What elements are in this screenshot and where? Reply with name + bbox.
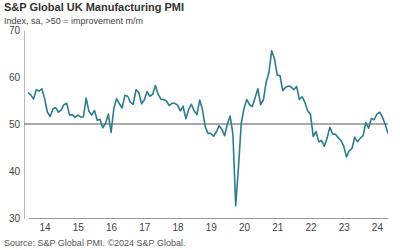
y-tick-label: 70 bbox=[9, 25, 21, 36]
y-tick: 70 bbox=[9, 25, 24, 36]
x-tick-label: 17 bbox=[139, 222, 151, 233]
x-tick-label: 18 bbox=[172, 222, 184, 233]
y-axis: 30 40 50 60 70 bbox=[9, 25, 25, 224]
x-axis: 14 15 16 17 18 19 20 21 22 23 24 bbox=[29, 218, 389, 233]
x-tick: 19 bbox=[206, 218, 218, 233]
x-tick: 17 bbox=[139, 218, 151, 233]
title: S&P Global UK Manufacturing PMI bbox=[4, 1, 184, 13]
y-tick: 40 bbox=[9, 166, 24, 177]
x-tick: 22 bbox=[305, 218, 317, 233]
x-tick: 18 bbox=[172, 218, 184, 233]
plot-area bbox=[24, 51, 388, 206]
threshold-line bbox=[24, 124, 388, 125]
y-tick: 30 bbox=[9, 213, 24, 224]
y-tick-label: 60 bbox=[9, 72, 21, 83]
y-tick-label: 40 bbox=[9, 166, 21, 177]
x-tick: 21 bbox=[272, 218, 284, 233]
x-tick-label: 14 bbox=[40, 222, 52, 233]
x-tick-label: 24 bbox=[372, 222, 384, 233]
x-tick: 24 bbox=[372, 218, 384, 233]
chart: S&P Global UK Manufacturing PMI Index, sa… bbox=[0, 0, 400, 250]
x-tick-label: 22 bbox=[305, 222, 317, 233]
x-tick-label: 16 bbox=[106, 222, 118, 233]
subtitle: Index, sa, >50 = improvement m/m bbox=[4, 16, 143, 26]
x-tick-label: 21 bbox=[272, 222, 284, 233]
x-tick-label: 23 bbox=[339, 222, 351, 233]
x-tick: 23 bbox=[339, 218, 351, 233]
y-tick: 50 bbox=[9, 119, 24, 130]
x-tick-label: 19 bbox=[206, 222, 218, 233]
x-tick: 16 bbox=[106, 218, 118, 233]
source: Source: S&P Global PMI. ©2024 S&P Global… bbox=[4, 238, 185, 248]
y-tick: 60 bbox=[9, 72, 24, 83]
pmi-line bbox=[28, 51, 388, 206]
x-tick-label: 20 bbox=[239, 222, 251, 233]
x-tick: 15 bbox=[73, 218, 85, 233]
x-axis-line bbox=[29, 218, 389, 219]
x-tick: 14 bbox=[40, 218, 52, 233]
y-tick-label: 30 bbox=[9, 213, 21, 224]
x-tick: 20 bbox=[239, 218, 251, 233]
x-tick-label: 15 bbox=[73, 222, 85, 233]
y-tick-label: 50 bbox=[9, 119, 21, 130]
